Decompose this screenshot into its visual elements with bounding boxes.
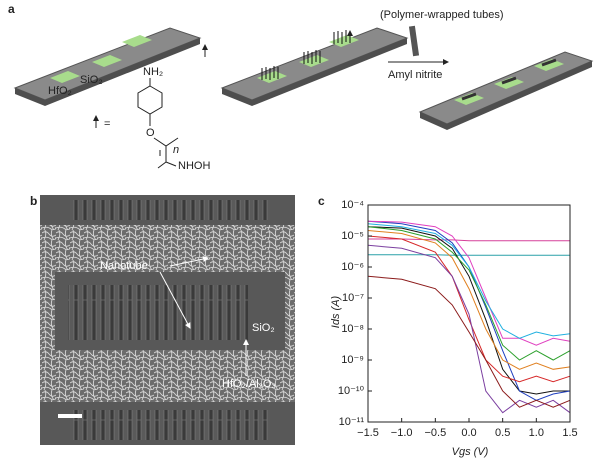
sio2-label: SiO₂ <box>252 322 275 334</box>
pad <box>299 55 329 67</box>
x-axis-label: Vgs (V) <box>452 446 489 458</box>
sio2-label: SiO₂ <box>80 74 103 86</box>
y-tick-label: 10⁻⁶ <box>341 261 364 273</box>
curve <box>367 220 571 401</box>
curve <box>367 244 571 414</box>
y-axis-label: Ids (A) <box>330 295 342 328</box>
reagent-label: Amyl nitrite <box>388 69 442 81</box>
y-tick-label: 10⁻⁷ <box>342 292 364 304</box>
hfo2-label: HfO₂ <box>48 85 72 97</box>
x-tick-label: 0.5 <box>495 427 510 439</box>
tubes-label: (Polymer-wrapped tubes) <box>380 9 504 21</box>
pad <box>329 35 359 47</box>
pad <box>50 71 80 83</box>
x-tick-label: 0.0 <box>461 427 476 439</box>
nh2-label: NH₂ <box>143 66 163 78</box>
pad <box>454 93 484 105</box>
tube <box>408 25 420 57</box>
y-tick-label: 10⁻¹⁰ <box>338 385 365 397</box>
curve <box>368 254 570 256</box>
arrow <box>159 271 191 329</box>
curve <box>367 220 571 346</box>
x-tick-label: 1.5 <box>562 427 577 439</box>
curve <box>367 223 571 339</box>
panel-b: b Nanotube SiO₂ HfO₂/Al₂O₃ <box>30 194 295 445</box>
scale-bar <box>58 414 82 418</box>
n-label: n <box>173 144 179 156</box>
pad <box>122 35 152 47</box>
panel-c: c Ids (A) Vgs (V) 10⁻¹¹ 10⁻¹⁰ 10⁻⁹ 10⁻⁸ 10⁻⁷… <box>318 194 578 458</box>
y-tick-label: 10⁻¹¹ <box>339 416 365 428</box>
substrate-side <box>222 38 407 106</box>
x-tick-label: −1.5 <box>357 427 379 439</box>
pad <box>494 77 524 89</box>
oxygen-label: O <box>146 127 155 139</box>
equals: = <box>104 118 110 130</box>
curve <box>367 275 571 408</box>
pad <box>92 55 122 67</box>
curve <box>367 226 571 361</box>
molecules <box>261 30 350 80</box>
curve <box>368 238 570 242</box>
oxide-label: HfO₂/Al₂O₃ <box>222 378 276 390</box>
pad <box>534 59 564 71</box>
panel-label: a <box>8 2 15 16</box>
tubes <box>461 58 557 101</box>
arrow <box>169 256 209 267</box>
y-tick-label: 10⁻⁹ <box>341 354 364 366</box>
nhoh-label: NHOH <box>178 160 210 172</box>
x-tick-label: 1.0 <box>529 427 544 439</box>
substrate-side <box>15 38 200 106</box>
substrate-side <box>420 61 592 130</box>
pad <box>257 71 287 83</box>
panel-a: a HfO₂ SiO₂ NH₂ O n NHOH = (Polymer-wrap… <box>8 2 594 172</box>
chain <box>153 137 179 169</box>
slots <box>70 410 270 440</box>
panel-label: c <box>318 194 325 208</box>
x-tick-label: −1.0 <box>391 427 413 439</box>
panel-label: b <box>30 194 37 208</box>
y-tick-label: 10⁻⁵ <box>341 230 364 242</box>
y-tick-label: 10⁻⁸ <box>341 323 364 335</box>
curve <box>367 226 570 395</box>
nanotube-label: Nanotube <box>100 260 148 272</box>
ring <box>137 85 163 115</box>
slots <box>68 285 248 340</box>
x-tick-label: −0.5 <box>424 427 446 439</box>
curve <box>367 230 571 370</box>
y-tick-label: 10⁻⁴ <box>341 199 364 211</box>
slots <box>70 200 270 220</box>
